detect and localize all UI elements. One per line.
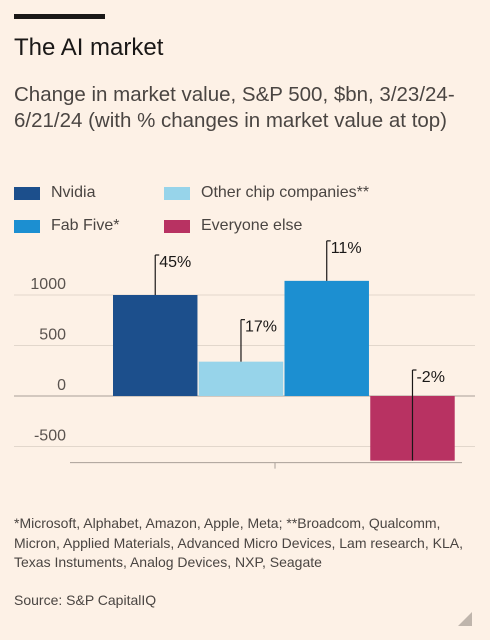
legend-item-other-chip: Other chip companies** [164,183,369,203]
pct-label: -2% [416,369,444,386]
legend-label: Fab Five* [51,217,120,234]
legend-swatch [164,186,190,200]
bar-fab-five [284,280,369,396]
legend-swatch [14,186,40,200]
headline: The AI market [14,34,164,61]
bar-chart: 1000 500 0 -500 45% 17% 11% -2% [14,240,475,469]
pct-label: 11% [331,240,362,257]
legend-swatch [14,219,40,233]
chart-legend: Nvidia Other chip companies** Fab Five* … [14,183,484,239]
chart-subtitle: Change in market value, S&P 500, $bn, 3/… [14,83,455,132]
y-tick-label: -500 [34,428,66,445]
bar-nvidia [113,295,198,396]
pct-label: 45% [159,254,191,271]
pct-label: 17% [245,319,277,336]
bar-other-chip-companies [198,361,284,396]
legend-label: Other chip companies** [201,184,370,201]
source-note: Source: S&P CapitalIQ [14,592,157,608]
legend-swatch [164,219,190,233]
y-tick-label: 0 [57,377,66,394]
legend-label: Everyone else [201,217,303,234]
y-tick-label: 1000 [30,276,66,293]
legend-label: Nvidia [51,184,96,201]
y-tick-label: 500 [39,327,66,344]
legend-item-fab-five: Fab Five* [14,216,119,236]
legend-item-everyone-else: Everyone else [164,216,302,236]
footnote: *Microsoft, Alphabet, Amazon, Apple, Met… [14,515,463,570]
resize-corner-icon [458,612,472,626]
legend-item-nvidia: Nvidia [14,183,95,203]
brand-bar [14,14,105,19]
